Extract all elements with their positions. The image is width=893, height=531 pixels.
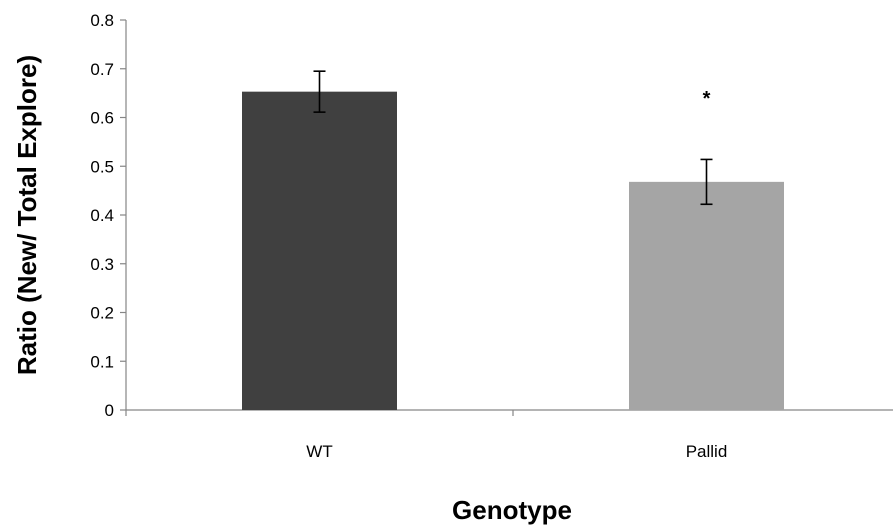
x-axis: WT Pallid	[125, 409, 893, 461]
y-tick-label: 0.7	[90, 60, 114, 79]
bar-pallid	[629, 181, 784, 410]
y-tick-label: 0	[105, 401, 114, 420]
y-tick-label: 0.2	[90, 304, 114, 323]
significance-marker: *	[703, 88, 711, 110]
error-bar-wt	[313, 70, 326, 113]
error-bar-pallid	[700, 158, 713, 206]
y-tick-label: 0.5	[90, 157, 114, 176]
y-axis-title: Ratio (New/ Total Explore)	[12, 55, 42, 375]
y-tick-label: 0.6	[90, 109, 114, 128]
bars	[242, 91, 784, 410]
y-tick-label: 0.3	[90, 255, 114, 274]
y-ticks: 0 0.1 0.2 0.3 0.4 0.5 0.6 0.7 0.8	[90, 11, 126, 420]
y-axis: 0 0.1 0.2 0.3 0.4 0.5 0.6 0.7 0.8	[90, 11, 127, 420]
x-ticks: WT Pallid	[125, 410, 728, 461]
annotations: *	[703, 88, 711, 110]
y-tick-label: 0.1	[90, 352, 114, 371]
bar-wt	[242, 91, 397, 410]
x-tick-label-pallid: Pallid	[686, 442, 728, 461]
y-tick-label: 0.4	[90, 206, 114, 225]
x-tick-label-wt: WT	[306, 442, 332, 461]
error-bars	[313, 70, 713, 206]
x-axis-title: Genotype	[452, 495, 572, 525]
y-tick-label: 0.8	[90, 11, 114, 30]
